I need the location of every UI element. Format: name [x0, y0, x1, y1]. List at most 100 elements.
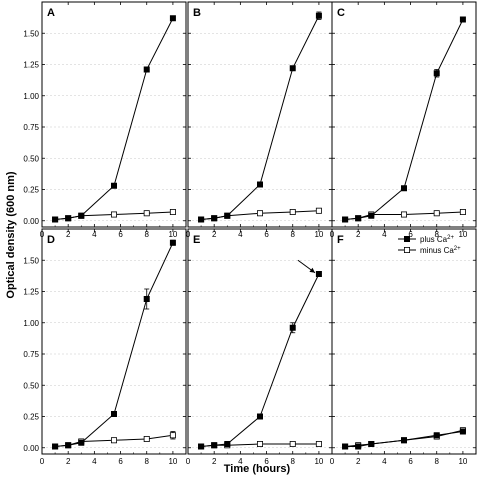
x-tick-label: 10 — [458, 457, 467, 466]
x-tick-label: 4 — [238, 457, 243, 466]
x-tick-label: 8 — [145, 230, 150, 239]
x-tick-label: 6 — [264, 457, 269, 466]
marker-plus-ca — [111, 182, 118, 189]
marker-plus-ca — [355, 443, 362, 450]
y-tick-label: 0.00 — [23, 217, 39, 226]
x-tick-label: 6 — [408, 230, 413, 239]
y-axis-label: Optical density (600 nm) — [5, 171, 17, 298]
panel-grid: 0 2 4 6 8 10 0.00 0.25 0.50 0.75 1.00 1.25 1.50 A 0 2 4 6… — [23, 1, 477, 466]
panel-f: 0 2 4 6 8 10 F plus Ca2+ minus Ca2+ — [330, 228, 477, 466]
x-tick-label: 4 — [382, 230, 387, 239]
marker-minus-ca — [143, 210, 150, 217]
marker-minus-ca — [111, 437, 118, 444]
x-tick-label: 0 — [330, 457, 335, 466]
marker-plus-ca — [342, 443, 349, 450]
legend-marker — [403, 235, 410, 242]
x-tick-label: 4 — [92, 230, 97, 239]
arrow-head — [309, 267, 315, 273]
marker-plus-ca — [315, 270, 322, 277]
marker-plus-ca — [224, 440, 231, 447]
marker-plus-ca — [459, 16, 466, 23]
y-tick-label: 1.00 — [23, 319, 39, 328]
x-tick-label: 6 — [264, 230, 269, 239]
y-tick-label: 0.25 — [23, 413, 39, 422]
x-tick-label: 2 — [66, 457, 71, 466]
marker-minus-ca — [459, 208, 466, 215]
marker-plus-ca — [342, 216, 349, 223]
marker-plus-ca — [400, 437, 407, 444]
panel-label: B — [193, 7, 201, 19]
plot-area — [52, 15, 176, 223]
marker-plus-ca — [289, 65, 296, 72]
marker-minus-ca — [256, 440, 263, 447]
marker-plus-ca — [211, 215, 218, 222]
y-tick-label: 0.75 — [23, 123, 39, 132]
y-tick-label: 1.25 — [23, 61, 39, 70]
marker-plus-ca — [256, 413, 263, 420]
x-tick-label: 8 — [435, 457, 440, 466]
x-tick-label: 2 — [212, 457, 217, 466]
x-tick-label: 10 — [458, 230, 467, 239]
marker-minus-ca — [256, 210, 263, 217]
y-tick-label: 0.75 — [23, 350, 39, 359]
plot-area — [342, 16, 466, 223]
series-line-plus-ca — [201, 273, 320, 447]
plot-area — [342, 427, 466, 450]
x-tick-label: 8 — [291, 230, 296, 239]
marker-minus-ca — [111, 211, 118, 218]
plot-area — [198, 270, 322, 450]
panel-frame — [41, 1, 187, 228]
marker-plus-ca — [400, 185, 407, 192]
x-tick-label: 2 — [66, 230, 71, 239]
x-tick-label: 10 — [168, 457, 177, 466]
x-tick-label: 0 — [40, 457, 45, 466]
marker-plus-ca — [78, 212, 85, 219]
x-tick-label: 6 — [408, 457, 413, 466]
marker-plus-ca — [256, 181, 263, 188]
legend: plus Ca2+ minus Ca2+ — [398, 235, 461, 255]
marker-plus-ca — [65, 215, 72, 222]
x-tick-label: 2 — [356, 230, 361, 239]
legend-entry: plus Ca2+ — [420, 235, 454, 244]
x-tick-label: 8 — [145, 457, 150, 466]
panel-c: 0 2 4 6 8 10C — [330, 1, 477, 239]
marker-minus-ca — [169, 208, 176, 215]
marker-plus-ca — [433, 70, 440, 77]
marker-plus-ca — [169, 239, 176, 246]
panel-label: F — [337, 234, 344, 246]
x-tick-label: 6 — [118, 457, 123, 466]
marker-plus-ca — [169, 15, 176, 22]
marker-minus-ca — [143, 435, 150, 442]
y-tick-label: 0.50 — [23, 381, 39, 390]
marker-minus-ca — [289, 208, 296, 215]
y-tick-label: 0.25 — [23, 186, 39, 195]
marker-minus-ca — [315, 440, 322, 447]
x-tick-label: 10 — [168, 230, 177, 239]
x-tick-label: 4 — [92, 457, 97, 466]
panel-label: C — [337, 7, 345, 19]
marker-plus-ca — [368, 440, 375, 447]
marker-plus-ca — [355, 215, 362, 222]
x-tick-label: 0 — [186, 457, 191, 466]
y-tick-label: 0.50 — [23, 154, 39, 163]
x-tick-label: 4 — [382, 457, 387, 466]
panel-e: 0 2 4 6 8 10 E — [186, 228, 333, 466]
y-tick-label: 1.50 — [23, 29, 39, 38]
plot-area — [198, 11, 322, 223]
x-tick-label: 8 — [435, 230, 440, 239]
panel-frame — [187, 1, 333, 228]
marker-plus-ca — [211, 442, 218, 449]
marker-plus-ca — [143, 66, 150, 73]
marker-plus-ca — [368, 212, 375, 219]
marker-plus-ca — [65, 442, 72, 449]
panel-b: 0 2 4 6 8 10B — [186, 1, 333, 239]
panel-frame — [41, 228, 187, 455]
marker-plus-ca — [78, 439, 85, 446]
series-line-plus-ca — [201, 15, 320, 220]
x-tick-label: 10 — [314, 230, 323, 239]
marker-plus-ca — [315, 12, 322, 19]
x-tick-label: 4 — [238, 230, 243, 239]
panel-frame — [331, 1, 477, 228]
y-tick-label: 0.00 — [23, 444, 39, 453]
